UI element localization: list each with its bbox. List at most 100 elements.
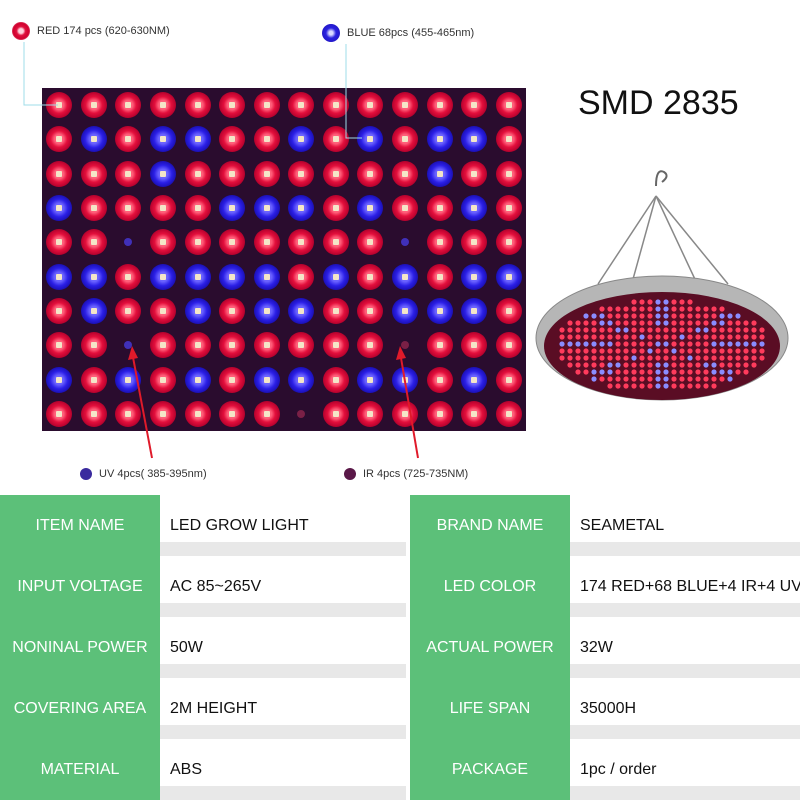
red-led <box>679 299 685 305</box>
led-cell <box>422 191 457 225</box>
red-led <box>631 327 637 333</box>
red-led <box>615 334 621 340</box>
red-led <box>623 369 629 375</box>
red-led <box>751 362 757 368</box>
ir-led <box>297 409 306 418</box>
led-cell <box>111 191 146 225</box>
red-led <box>623 306 629 312</box>
red-led <box>219 332 246 359</box>
red-led <box>322 160 349 187</box>
led-cell <box>284 88 319 122</box>
red-led <box>615 306 621 312</box>
blue-led <box>80 297 107 324</box>
led-cell <box>422 225 457 259</box>
red-led <box>115 92 142 119</box>
red-led <box>703 306 709 312</box>
led-cell <box>146 294 181 328</box>
led-cell <box>111 122 146 156</box>
led-cell <box>388 225 423 259</box>
led-cell <box>146 157 181 191</box>
red-led <box>727 334 733 340</box>
blue-led <box>288 195 315 222</box>
blue-led <box>357 126 384 153</box>
red-led <box>149 92 176 119</box>
led-cell <box>457 191 492 225</box>
red-led <box>115 400 142 427</box>
led-cell <box>388 122 423 156</box>
red-led <box>322 92 349 119</box>
spec-value: SEAMETAL <box>570 495 800 556</box>
blue-led <box>711 320 717 326</box>
led-cell <box>284 259 319 293</box>
led-cell <box>491 259 526 293</box>
led-cell <box>180 294 215 328</box>
red-led <box>322 126 349 153</box>
led-cell <box>388 397 423 431</box>
red-led <box>559 327 565 333</box>
spec-gap <box>406 556 410 617</box>
red-led <box>695 383 701 389</box>
led-cell <box>146 397 181 431</box>
red-led <box>743 348 749 354</box>
ir-led-icon <box>344 468 356 480</box>
red-led <box>495 332 522 359</box>
blue-led <box>149 263 176 290</box>
red-led <box>671 383 677 389</box>
red-led <box>759 334 765 340</box>
spec-value: LED GROW LIGHT <box>160 495 406 556</box>
blue-led <box>591 376 597 382</box>
red-led <box>711 376 717 382</box>
red-led <box>631 376 637 382</box>
led-cell <box>491 397 526 431</box>
led-cell <box>491 122 526 156</box>
red-led <box>495 160 522 187</box>
blue-led <box>655 313 661 319</box>
red-led <box>426 229 453 256</box>
hanging-wire <box>597 195 657 285</box>
red-led <box>695 376 701 382</box>
blue-led <box>219 195 246 222</box>
red-led <box>391 126 418 153</box>
led-cell <box>42 157 77 191</box>
blue-led <box>687 355 693 361</box>
red-led <box>671 376 677 382</box>
led-cell <box>457 122 492 156</box>
led-cell <box>111 328 146 362</box>
red-led <box>687 327 693 333</box>
red-led <box>567 334 573 340</box>
red-led <box>461 229 488 256</box>
red-led <box>184 92 211 119</box>
red-led <box>711 355 717 361</box>
red-led <box>184 332 211 359</box>
red-led <box>735 369 741 375</box>
blue-led <box>607 369 613 375</box>
red-led <box>599 362 605 368</box>
red-led <box>679 369 685 375</box>
red-led <box>495 195 522 222</box>
red-led <box>759 348 765 354</box>
red-led <box>149 332 176 359</box>
blue-led <box>727 341 733 347</box>
red-led <box>679 327 685 333</box>
red-led <box>623 362 629 368</box>
red-led <box>495 366 522 393</box>
red-led <box>639 369 645 375</box>
led-cell <box>353 362 388 396</box>
blue-led <box>288 297 315 324</box>
led-cell <box>319 225 354 259</box>
hanging-wire <box>655 195 729 285</box>
spec-gap <box>406 617 410 678</box>
blue-led <box>655 369 661 375</box>
red-led <box>322 332 349 359</box>
hanging-wire <box>655 195 701 291</box>
red-led <box>655 348 661 354</box>
red-led <box>735 362 741 368</box>
red-led <box>591 327 597 333</box>
blue-led <box>583 313 589 319</box>
led-cell <box>215 294 250 328</box>
red-led <box>615 376 621 382</box>
blue-led <box>80 263 107 290</box>
spec-label: BRAND NAME <box>410 495 570 556</box>
red-led <box>623 320 629 326</box>
blue-led <box>663 376 669 382</box>
